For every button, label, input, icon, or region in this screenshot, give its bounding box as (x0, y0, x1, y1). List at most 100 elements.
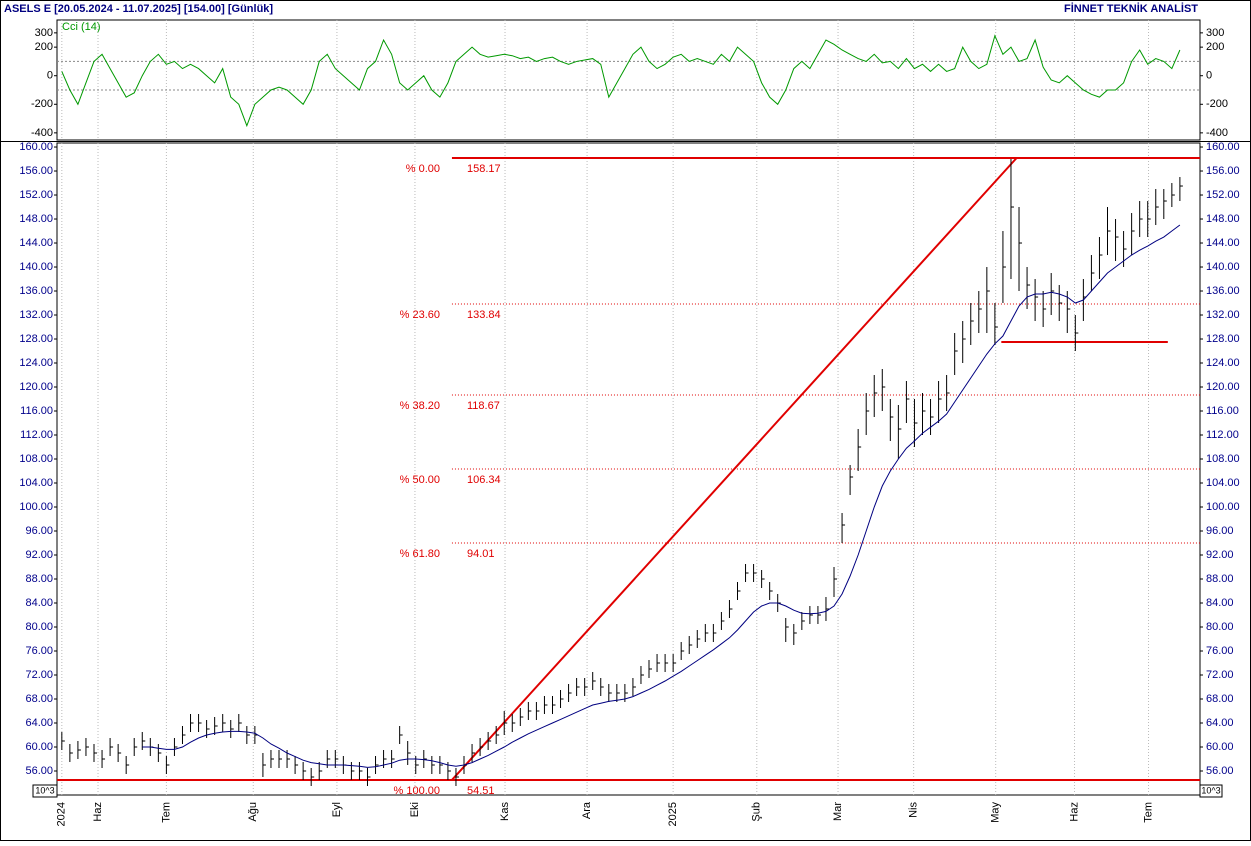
y-tick-label: 156.00 (1206, 165, 1240, 177)
y-tick-label: 72.00 (1206, 669, 1234, 681)
y-tick-label: 136.00 (1206, 285, 1240, 297)
y-tick-label: 152.00 (1206, 189, 1240, 201)
y-tick-label: 144.00 (1206, 237, 1240, 249)
fib-value: 94.01 (467, 548, 495, 560)
y-tick-label: 152.00 (19, 189, 53, 201)
y-tick-label: 56.00 (1206, 765, 1234, 777)
fib-value: 118.67 (467, 400, 500, 412)
y-tick-label: -200 (31, 98, 53, 110)
x-tick-label: 2024 (56, 802, 68, 826)
y-tick-label: 88.00 (25, 573, 53, 585)
y-tick-label: 100.00 (19, 501, 53, 513)
y-tick-label: 68.00 (25, 693, 53, 705)
y-tick-label: 132.00 (1206, 309, 1240, 321)
y-tick-label: 72.00 (25, 669, 53, 681)
x-tick-label: May (990, 802, 1002, 823)
fib-value: 54.51 (467, 785, 495, 797)
x-tick-label: Şub (751, 802, 763, 822)
y-tick-label: 60.00 (25, 741, 53, 753)
y-tick-label: 200 (35, 41, 53, 53)
fib-label: % 100.00 (394, 785, 440, 797)
y-tick-label: 0 (47, 70, 53, 82)
y-tick-label: 124.00 (1206, 357, 1240, 369)
y-tick-label: 64.00 (1206, 717, 1234, 729)
y-tick-label: 84.00 (1206, 597, 1234, 609)
y-tick-label: 0 (1206, 70, 1212, 82)
fib-value: 133.84 (467, 309, 501, 321)
y-tick-label: 84.00 (25, 597, 53, 609)
y-tick-label: 108.00 (1206, 453, 1240, 465)
y-tick-label: -200 (1206, 98, 1228, 110)
y-tick-label: 300 (1206, 27, 1224, 39)
y-tick-label: 88.00 (1206, 573, 1234, 585)
y-tick-label: 68.00 (1206, 693, 1234, 705)
y-tick-label: 200 (1206, 41, 1224, 53)
legend: Cci (14) (62, 21, 101, 33)
x-tick-label: Eki (409, 802, 421, 817)
y-tick-label: 56.00 (25, 765, 53, 777)
y-tick-label: 100.00 (1206, 501, 1240, 513)
y-tick-label: -400 (31, 127, 53, 139)
cci-panel (56, 19, 1201, 141)
y-tick-label: 96.00 (25, 525, 53, 537)
x-tick-label: Tem (1142, 802, 1154, 823)
period: [Günlük] (228, 3, 274, 15)
brand: FİNNET TEKNİK ANALİST (1064, 2, 1198, 15)
last: [154.00] (184, 3, 225, 15)
y-tick-label: 76.00 (25, 645, 53, 657)
y-tick-label: 148.00 (19, 213, 53, 225)
unit: 10^3 (35, 785, 54, 795)
y-tick-label: 60.00 (1206, 741, 1234, 753)
y-tick-label: 128.00 (1206, 333, 1240, 345)
x-tick-label: Ağu (247, 802, 259, 822)
y-tick-label: 128.00 (19, 333, 53, 345)
fib-value: 106.34 (467, 474, 501, 486)
y-tick-label: 108.00 (19, 453, 53, 465)
y-tick-label: 64.00 (25, 717, 53, 729)
y-tick-label: 76.00 (1206, 645, 1234, 657)
y-tick-label: 104.00 (19, 477, 53, 489)
y-tick-label: 140.00 (19, 261, 53, 273)
unit: 10^3 (1201, 785, 1220, 795)
unit-box (32, 784, 58, 798)
fib-label: % 23.60 (400, 309, 440, 321)
y-tick-label: 112.00 (1206, 429, 1239, 441)
y-tick-label: 124.00 (19, 357, 53, 369)
y-tick-label: 144.00 (19, 237, 53, 249)
cci-line (61, 34, 1181, 128)
x-tick-label: Haz (92, 802, 104, 822)
y-tick-label: 148.00 (1206, 213, 1240, 225)
y-tick-label: 80.00 (25, 621, 53, 633)
y-tick-label: -400 (1206, 127, 1228, 139)
y-tick-label: 156.00 (19, 165, 53, 177)
x-tick-label: Nis (908, 802, 920, 818)
fib-label: % 0.00 (406, 163, 440, 175)
y-tick-label: 120.00 (19, 381, 53, 393)
y-tick-label: 136.00 (19, 285, 53, 297)
fib-label: % 38.20 (400, 400, 440, 412)
y-tick-label: 300 (35, 27, 53, 39)
x-tick-label: Mar (832, 802, 844, 821)
symbol: ASELS E (4, 3, 51, 15)
y-tick-label: 132.00 (19, 309, 53, 321)
x-tick-label: Ara (581, 801, 593, 819)
range: [20.05.2024 - 11.07.2025] (54, 3, 181, 15)
y-tick-label: 160.00 (19, 141, 53, 153)
y-tick-label: 140.00 (1206, 261, 1240, 273)
price-panel (56, 142, 1201, 796)
y-tick-label: 116.00 (1206, 405, 1239, 417)
fib-value: 158.17 (467, 163, 501, 175)
fib-label: % 61.80 (400, 548, 440, 560)
x-tick-label: Haz (1068, 802, 1080, 822)
y-tick-label: 160.00 (1206, 141, 1240, 153)
x-tick-label: 2025 (667, 802, 679, 826)
x-tick-label: Eyl (331, 802, 343, 817)
x-tick-label: Kas (499, 802, 511, 821)
y-tick-label: 92.00 (1206, 549, 1234, 561)
y-tick-label: 96.00 (1206, 525, 1234, 537)
header: ASELS E [20.05.2024 - 11.07.2025] [154.0… (4, 3, 273, 15)
fib-label: % 50.00 (400, 474, 440, 486)
y-tick-label: 120.00 (1206, 381, 1240, 393)
